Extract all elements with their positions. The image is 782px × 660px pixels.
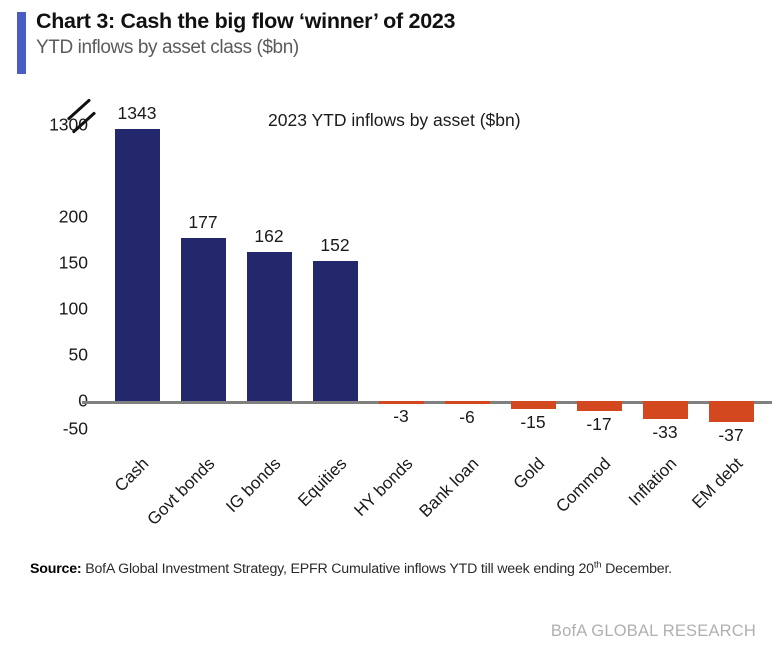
y-axis-tick: 0 <box>28 391 88 412</box>
bar-inflation[interactable] <box>642 401 688 420</box>
bar-em-debt[interactable] <box>708 401 754 422</box>
chart-plot-area: 2023 YTD inflows by asset ($bn) 1300 200 1… <box>0 96 782 546</box>
y-axis-tick: 200 <box>58 206 88 227</box>
bar-value-label: -6 <box>459 407 475 428</box>
source-note: Source: BofA Global Investment Strategy,… <box>30 558 754 580</box>
source-label: Source: <box>30 561 82 577</box>
zero-baseline <box>82 401 772 404</box>
bar-value-label: -15 <box>520 412 546 433</box>
bar-hy-bonds[interactable] <box>378 401 424 404</box>
bar-equities[interactable] <box>312 261 358 401</box>
bar-value-label: 152 <box>320 235 350 256</box>
y-axis-tick: -50 <box>62 418 88 439</box>
bar-value-label: -17 <box>586 413 612 434</box>
bar-value-label: -3 <box>393 405 409 426</box>
bar-gold[interactable] <box>510 401 556 410</box>
bar-commod[interactable] <box>576 401 622 411</box>
bar-value-label: 177 <box>188 212 218 233</box>
y-axis-tick: 50 <box>68 344 88 365</box>
accent-bar <box>17 12 26 74</box>
y-axis-tick: 150 <box>58 252 88 273</box>
bar-govt-bonds[interactable] <box>180 238 226 401</box>
bar-ig-bonds[interactable] <box>246 251 292 401</box>
source-tail: December. <box>605 561 672 577</box>
source-text: BofA Global Investment Strategy, EPFR Cu… <box>85 561 594 577</box>
page-subtitle: YTD inflows by asset class ($bn) <box>36 37 299 59</box>
y-axis-tick: 1300 <box>49 114 88 135</box>
bar-value-label: -33 <box>652 422 678 443</box>
chart-header: Chart 3: Cash the big flow ‘winner’ of 2… <box>0 0 782 74</box>
bar-cash[interactable] <box>114 129 160 401</box>
bar-bank-loan[interactable] <box>444 401 490 405</box>
title-block: Chart 3: Cash the big flow ‘winner’ of 2… <box>36 8 455 61</box>
source-superscript: th <box>593 559 602 571</box>
y-axis-tick: 100 <box>58 298 88 319</box>
page-title: Chart 3: Cash the big flow ‘winner’ of 2… <box>36 9 456 33</box>
y-axis: 1300 200 150 100 50 0 -50 <box>18 96 97 546</box>
bar-value-label: -37 <box>718 424 744 445</box>
brand-attribution: BofA GLOBAL RESEARCH <box>550 622 756 640</box>
chart-inner-title: 2023 YTD inflows by asset ($bn) <box>268 110 521 130</box>
bar-value-label: 1343 <box>117 103 157 123</box>
bar-value-label: 162 <box>254 225 284 246</box>
